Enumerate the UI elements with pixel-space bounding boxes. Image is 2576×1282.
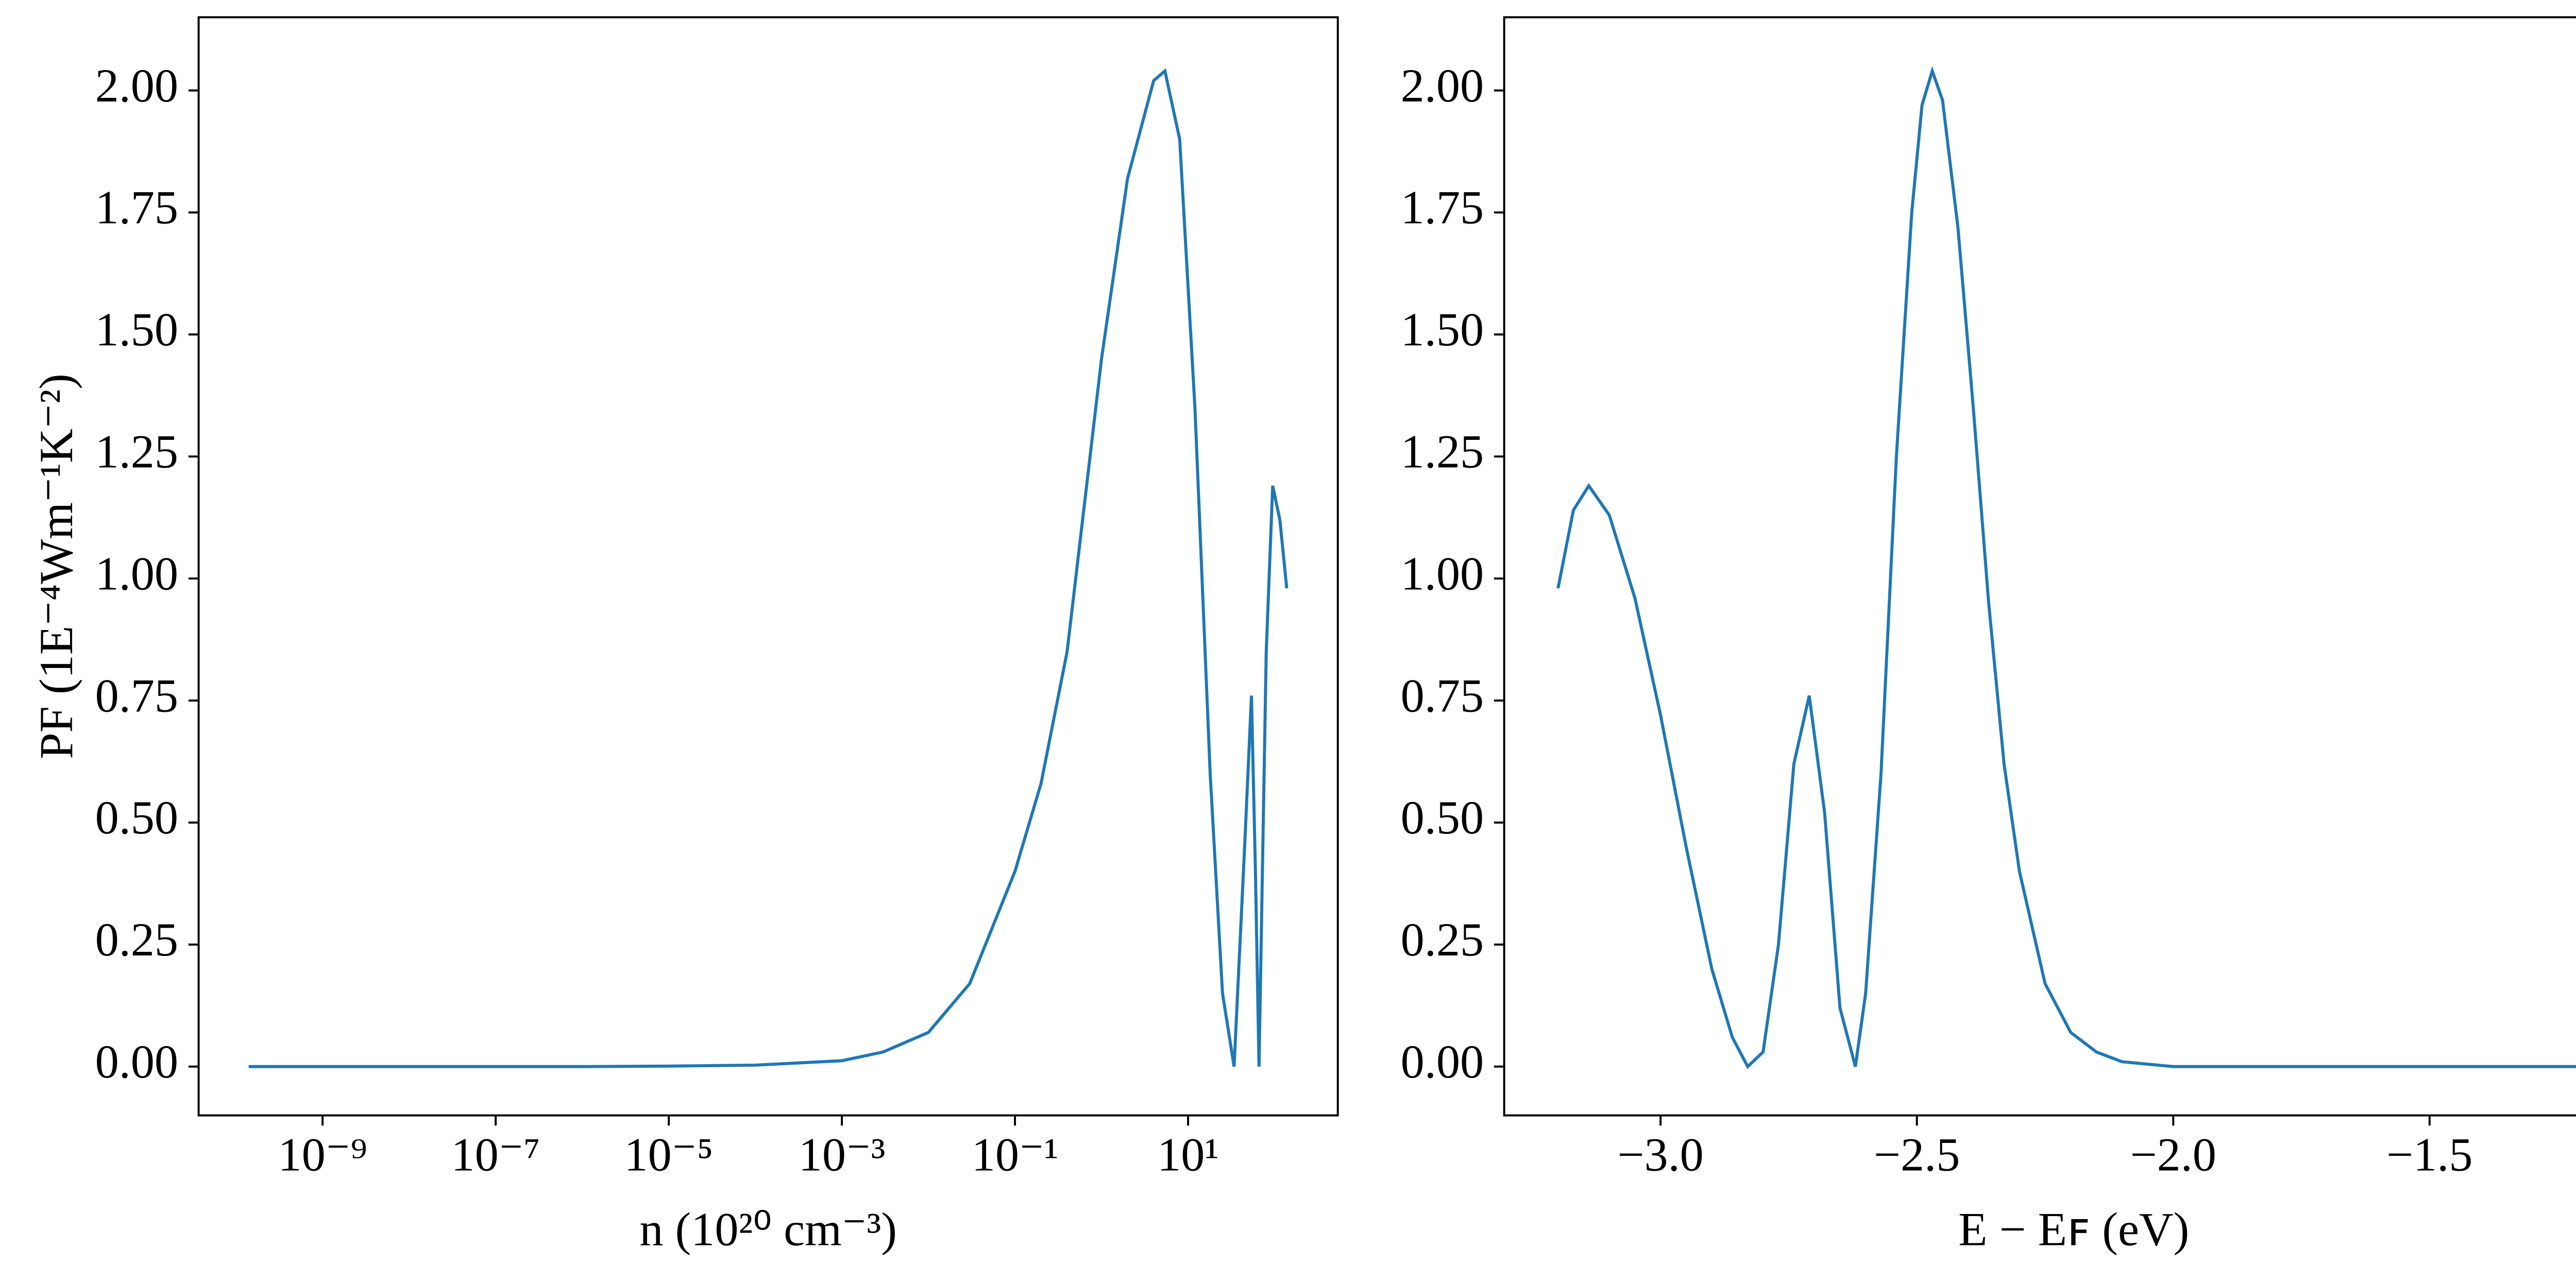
y-tick-label: 0.50	[1401, 791, 1484, 844]
y-tick-label: 0.00	[95, 1035, 178, 1088]
y-tick-label: 1.25	[95, 425, 178, 477]
x-tick-label: 10⁻⁷	[451, 1128, 540, 1181]
x-tick-label: 10⁻³	[799, 1128, 886, 1181]
y-tick-label: 0.75	[1401, 669, 1484, 722]
y-tick-label: 0.50	[95, 791, 178, 844]
x-tick-label: −2.5	[1874, 1128, 1960, 1181]
y-tick-label: 1.75	[95, 181, 178, 234]
y-tick-label: 0.25	[1401, 913, 1484, 966]
y-tick-label: 1.50	[95, 303, 178, 356]
y-tick-label: 1.50	[1401, 303, 1484, 356]
y-tick-label: 0.75	[95, 669, 178, 722]
x-tick-label: 10⁻⁹	[278, 1128, 367, 1181]
chart-panel: 0.00 0.25 0.50 0.75 1.00 1.25 1.50 1.75 2.00 −3.0…	[1401, 16, 2576, 1255]
x-tick-label: 10⁻¹	[972, 1128, 1059, 1181]
y-axis-label: PF (1E⁻⁴Wm⁻¹K⁻²)	[30, 373, 82, 759]
data-line	[1556, 66, 2576, 1069]
y-tick-label: 1.25	[1401, 425, 1484, 477]
axes-frame	[1503, 16, 2576, 1117]
data-line	[248, 68, 1289, 1068]
y-tick-label: 2.00	[95, 59, 178, 112]
y-tick-label: 1.00	[95, 547, 178, 600]
x-tick-label: −2.0	[2130, 1128, 2216, 1181]
axes-frame	[197, 16, 1339, 1117]
x-tick-label: −3.0	[1617, 1128, 1703, 1181]
y-tick-label: 1.75	[1401, 181, 1484, 234]
chart-panel: 0.00 0.25 0.50 0.75 1.00 1.25 1.50 1.75 2.00 10⁻⁹…	[30, 16, 1339, 1255]
x-tick-label: −1.5	[2386, 1128, 2472, 1181]
y-tick-label: 0.00	[1401, 1035, 1484, 1088]
x-tick-label: 10⁻⁵	[624, 1128, 714, 1181]
x-axis-label: E − Eꜰ (eV)	[1958, 1203, 2189, 1255]
y-tick-label: 1.00	[1401, 547, 1484, 600]
y-tick-label: 2.00	[1401, 59, 1484, 112]
y-tick-label: 0.25	[95, 913, 178, 966]
x-axis-label: n (10²⁰ cm⁻³)	[639, 1203, 897, 1255]
plot-area	[1556, 66, 2576, 1069]
x-tick-label: 10¹	[1157, 1128, 1219, 1181]
plot-area	[248, 68, 1289, 1068]
